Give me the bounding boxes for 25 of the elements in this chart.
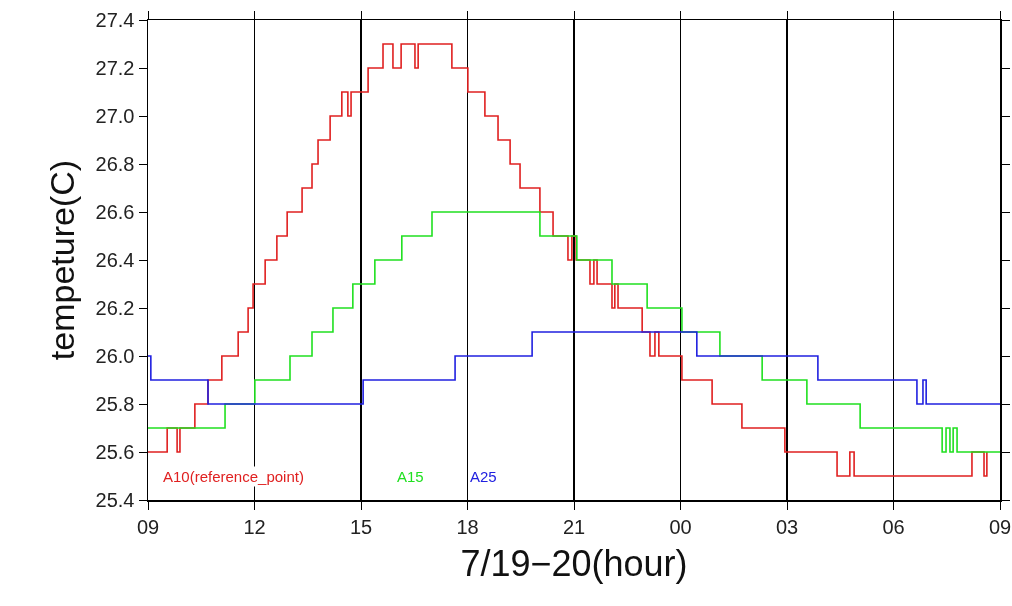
y-tick-label: 27.4: [95, 9, 135, 31]
text: A25: [470, 468, 497, 485]
x-tick-label: 12: [243, 515, 266, 538]
y-tick-label: 26.8: [95, 153, 135, 175]
y-tick-label: 27.2: [95, 57, 135, 79]
x-tick-label: 18: [456, 515, 479, 538]
y-tick-label: 25.6: [95, 441, 135, 463]
x-tick-label: 21: [562, 515, 586, 538]
y-tick-label: 26.6: [95, 201, 135, 223]
y-tick-label: 26.2: [95, 297, 135, 319]
x-axis-title: 7/19−20(hour): [460, 542, 688, 584]
x-tick-label: 06: [882, 515, 905, 538]
x-tick-label: 03: [775, 515, 799, 538]
y-tick-label: 26.4: [95, 249, 135, 271]
y-tick-label: 25.8: [95, 393, 135, 415]
x-tick-label: 09: [988, 515, 1012, 538]
x-tick-label: 15: [349, 515, 373, 538]
y-tick-label: 25.4: [95, 489, 135, 511]
y-tick-label: 27.0: [95, 105, 135, 127]
y-tick-label: 26.0: [95, 345, 135, 367]
text: A15: [397, 468, 424, 485]
y-axis-title: tempeture(C): [43, 159, 82, 361]
x-tick-label: 09: [136, 515, 160, 538]
series-label: A10(reference_point): [163, 468, 304, 485]
x-tick-label: 00: [669, 515, 692, 538]
